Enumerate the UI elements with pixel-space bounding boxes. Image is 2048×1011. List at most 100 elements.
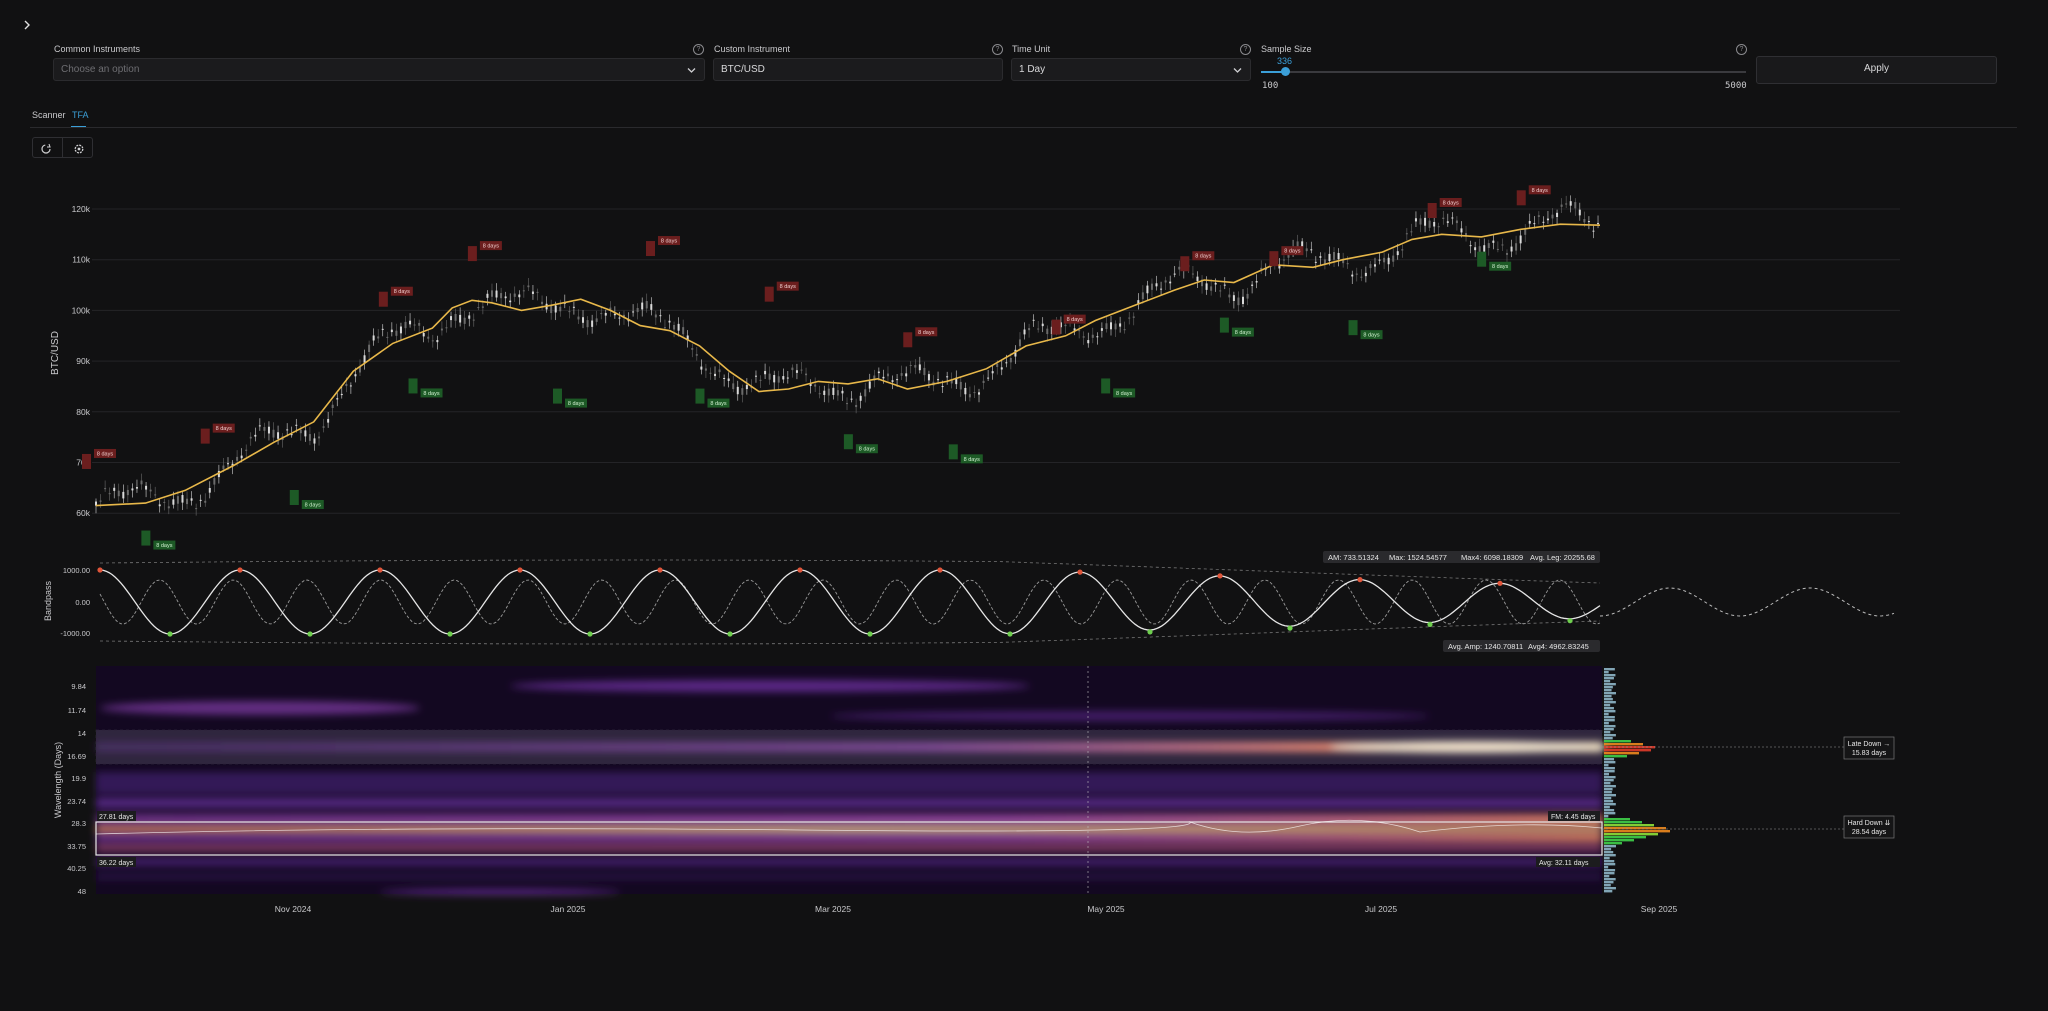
candle-body: [1178, 266, 1181, 270]
slider-thumb[interactable]: [1280, 67, 1290, 76]
candle-body: [522, 290, 525, 292]
candle-body: [1414, 218, 1417, 222]
candle-body: [818, 393, 821, 395]
candle-body: [1123, 329, 1126, 331]
custom-instrument-help-icon[interactable]: ?: [992, 44, 1003, 55]
candle-body: [258, 425, 261, 427]
candle-body: [905, 373, 908, 377]
candle-body: [1028, 328, 1031, 331]
candle-body: [167, 506, 170, 509]
candle-body: [1087, 340, 1090, 344]
tab-tfa[interactable]: TFA: [72, 110, 89, 120]
custom-instrument-input[interactable]: BTC/USD: [713, 58, 1003, 81]
hm-bottom-bound-tag: 36.22 days: [97, 857, 136, 867]
candle-body: [745, 384, 748, 390]
low-days-label: 8 days: [305, 502, 321, 508]
candle-body: [1160, 288, 1163, 290]
candle-body: [436, 340, 439, 343]
settings-gear-icon[interactable]: [73, 142, 85, 160]
histogram-bar: [1604, 815, 1609, 818]
candle-body: [782, 376, 785, 380]
candle-body: [827, 388, 830, 396]
candle-body: [368, 344, 371, 352]
sample-size-slider[interactable]: [1261, 66, 1746, 78]
candle-body: [609, 307, 612, 311]
candle-body: [304, 430, 307, 437]
candle-body: [1146, 285, 1149, 294]
candle-body: [868, 381, 871, 389]
candle-body: [1537, 215, 1540, 217]
candle-body: [1150, 283, 1153, 290]
candle-body: [377, 336, 380, 339]
candle-body: [572, 306, 575, 308]
candle-body: [363, 355, 366, 363]
spectrogram: [95, 666, 1610, 895]
candle-body: [504, 296, 507, 299]
candle-body: [149, 489, 152, 492]
candle-body: [163, 501, 166, 503]
time-unit-select[interactable]: 1 Day: [1011, 58, 1251, 81]
legend-max4: Max4: 6098.18309: [1461, 553, 1523, 562]
candle-body: [736, 386, 739, 395]
candle-body: [1396, 251, 1399, 256]
candle-body: [1569, 201, 1572, 206]
sidebar-toggle-chevron-icon[interactable]: [21, 18, 33, 30]
common-instruments-select[interactable]: Choose an option: [53, 58, 705, 81]
candle-body: [923, 367, 926, 376]
wavelength-tick-label: 23.74: [67, 797, 86, 806]
common-instruments-help-icon[interactable]: ?: [693, 44, 704, 55]
tab-scanner[interactable]: Scanner: [32, 110, 66, 120]
candle-body: [1510, 246, 1513, 252]
late-down-title: Late Down →: [1848, 741, 1890, 748]
price-tick-label: 60k: [76, 508, 90, 518]
candle-body: [345, 383, 348, 387]
candle-body: [281, 436, 284, 441]
high-days-label: 8 days: [918, 330, 934, 336]
candle-body: [322, 426, 325, 428]
high-days-badge: [1439, 198, 1462, 207]
candle-body: [1069, 319, 1072, 322]
bandpass-trough-dot: [587, 631, 593, 637]
common-instruments-label: Common Instruments: [54, 44, 141, 54]
candle-body: [877, 371, 880, 374]
histogram-bar: [1604, 758, 1615, 761]
candle-body: [1328, 253, 1331, 262]
apply-button[interactable]: Apply: [1756, 56, 1997, 84]
candle-body: [718, 369, 721, 373]
candle-body: [937, 379, 940, 381]
candle-body: [695, 354, 698, 356]
candle-body: [131, 488, 134, 491]
candle-body: [531, 291, 534, 294]
histogram-bar: [1604, 842, 1622, 845]
high-days-badge: [212, 423, 235, 433]
candle-body: [181, 495, 184, 503]
histogram-bar: [1604, 863, 1616, 866]
candle-body: [500, 293, 503, 299]
candle-body: [1023, 329, 1026, 335]
candle-body: [691, 348, 694, 350]
low-days-label: 8 days: [710, 401, 726, 407]
candle-body: [586, 320, 589, 328]
candle-body: [809, 383, 812, 386]
candle-body: [741, 388, 744, 395]
candle-body: [1337, 253, 1340, 260]
wavelength-tick-label: 40.25: [67, 864, 86, 873]
price-tick-label: 90k: [76, 356, 90, 366]
low-date-tag: [141, 530, 151, 546]
histogram-bar: [1604, 707, 1614, 710]
refresh-icon[interactable]: [40, 142, 52, 160]
hard-down-title: Hard Down ⇊: [1848, 819, 1891, 827]
low-days-label: 8 days: [1235, 330, 1251, 336]
low-date-tag: [1101, 378, 1111, 394]
fm-text: FM: 4.45 days: [1551, 814, 1596, 821]
bandpass-peak-dot: [1357, 577, 1363, 583]
time-unit-help-icon[interactable]: ?: [1240, 44, 1251, 55]
candle-body: [1096, 336, 1099, 338]
sample-size-help-icon[interactable]: ?: [1736, 44, 1747, 55]
candle-body: [559, 306, 562, 312]
high-days-badge: [658, 236, 680, 246]
candle-body: [1014, 349, 1017, 357]
histogram-bar: [1604, 752, 1639, 755]
histogram-bar: [1604, 845, 1616, 848]
